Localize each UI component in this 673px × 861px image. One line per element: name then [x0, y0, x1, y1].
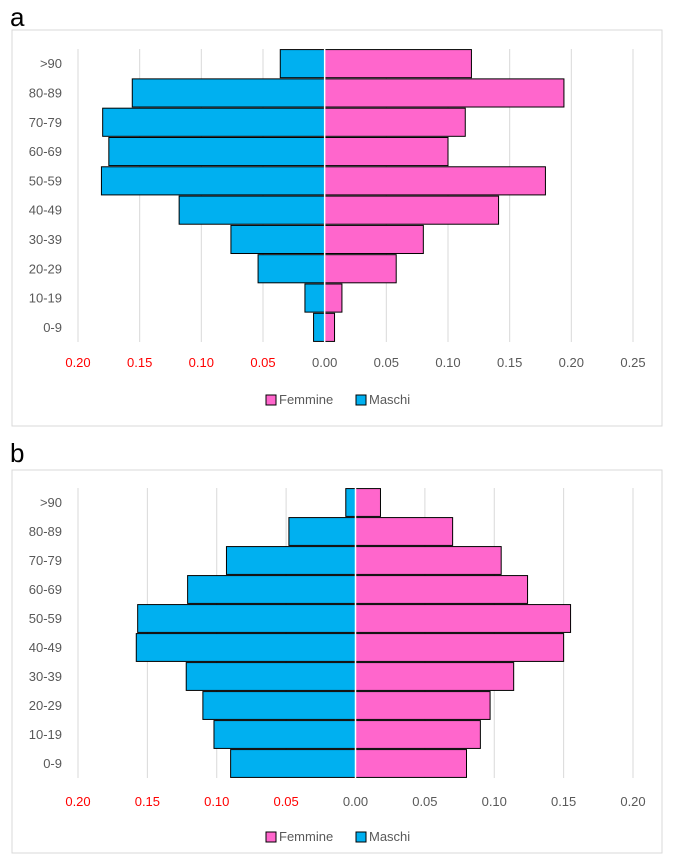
category-label: 60-69: [29, 144, 62, 159]
category-label: 60-69: [29, 582, 62, 597]
x-tick-label: 0.15: [551, 794, 576, 809]
x-tick-label: 0.10: [482, 794, 507, 809]
category-label: 50-59: [29, 173, 62, 188]
bar-maschi: [288, 517, 356, 546]
bar-maschi: [257, 254, 326, 284]
bar-maschi: [178, 195, 326, 225]
x-tick-label: 0.15: [135, 794, 160, 809]
panel-b-letter: b: [10, 438, 25, 468]
bar-maschi: [230, 749, 356, 778]
x-tick-label: 0.05: [250, 355, 275, 370]
category-label: 30-39: [29, 232, 62, 247]
bar-maschi: [137, 604, 356, 633]
category-label: 10-19: [29, 291, 62, 306]
category-label: 70-79: [29, 553, 62, 568]
bar-femmine: [324, 136, 449, 167]
category-label: >90: [40, 495, 62, 510]
category-label: 80-89: [29, 524, 62, 539]
category-label: 80-89: [29, 85, 62, 100]
bar-femmine: [324, 166, 546, 196]
x-tick-label: 0.15: [497, 355, 522, 370]
bar-femmine: [355, 488, 381, 517]
bar-maschi: [185, 662, 356, 691]
bar-maschi: [225, 546, 356, 575]
bar-maschi: [100, 166, 326, 196]
x-tick-label: 0.20: [620, 794, 645, 809]
bar-femmine: [324, 224, 424, 255]
bar-femmine: [324, 107, 466, 137]
x-tick-label: 0.00: [312, 355, 337, 370]
x-tick-label: 0.20: [559, 355, 584, 370]
x-tick-label: 0.15: [127, 355, 152, 370]
category-label: 50-59: [29, 611, 62, 626]
x-tick-label: 0.20: [65, 794, 90, 809]
x-tick-label: 0.20: [65, 355, 90, 370]
category-label: >90: [40, 56, 62, 71]
legend-swatch-femmine: [265, 831, 277, 843]
x-tick-label: 0.00: [343, 794, 368, 809]
category-label: 0-9: [43, 320, 62, 335]
bar-femmine: [324, 254, 397, 284]
category-label: 30-39: [29, 669, 62, 684]
bar-femmine: [355, 517, 454, 546]
category-label: 20-29: [29, 261, 62, 276]
category-label: 20-29: [29, 698, 62, 713]
legend-label-femmine: Femmine: [279, 392, 333, 407]
legend-swatch-maschi: [355, 831, 367, 843]
bar-femmine: [355, 749, 467, 778]
legend-swatch-maschi: [355, 394, 367, 406]
x-tick-label: 0.05: [412, 794, 437, 809]
x-tick-label: 0.10: [435, 355, 460, 370]
legend-label-femmine: Femmine: [279, 829, 333, 844]
bar-femmine: [355, 604, 572, 633]
legend-label-maschi: Maschi: [369, 392, 410, 407]
bar-femmine: [355, 546, 502, 575]
category-label: 0-9: [43, 756, 62, 771]
x-tick-label: 0.10: [204, 794, 229, 809]
x-tick-label: 0.05: [273, 794, 298, 809]
bar-maschi: [345, 488, 357, 517]
x-tick-label: 0.10: [189, 355, 214, 370]
panel-a-letter: a: [10, 2, 25, 32]
bar-maschi: [131, 78, 326, 108]
bar-femmine: [355, 691, 491, 720]
bar-femmine: [355, 575, 529, 604]
legend-label-maschi: Maschi: [369, 829, 410, 844]
bar-maschi: [102, 107, 326, 137]
bar-femmine: [355, 633, 565, 662]
category-label: 40-49: [29, 640, 62, 655]
category-label: 40-49: [29, 203, 62, 218]
x-tick-label: 0.05: [374, 355, 399, 370]
category-label: 70-79: [29, 115, 62, 130]
bar-maschi: [213, 720, 356, 749]
bar-femmine: [324, 49, 472, 79]
category-label: 10-19: [29, 727, 62, 742]
bar-maschi: [202, 691, 356, 720]
bar-maschi: [135, 633, 356, 662]
bar-femmine: [355, 720, 481, 749]
bar-femmine: [355, 662, 515, 691]
bar-maschi: [187, 575, 356, 604]
legend-swatch-femmine: [265, 394, 277, 406]
bar-maschi: [230, 224, 326, 255]
x-tick-label: 0.25: [620, 355, 645, 370]
